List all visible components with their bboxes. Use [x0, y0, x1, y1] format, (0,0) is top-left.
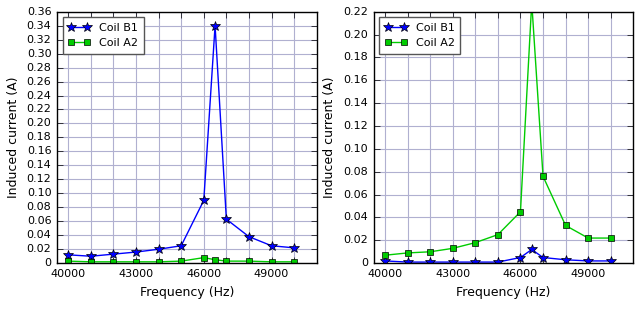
Coil A2 — [87, 260, 95, 264]
Coil B1 — [245, 235, 253, 239]
Coil A2 — [516, 210, 524, 214]
X-axis label: Frequency (Hz): Frequency (Hz) — [140, 286, 234, 299]
Coil B1 — [562, 258, 570, 262]
Coil B1 — [404, 260, 412, 264]
Coil A2 — [528, 1, 536, 4]
Coil A2 — [494, 233, 502, 237]
Coil B1 — [584, 259, 592, 263]
Coil B1 — [268, 244, 275, 248]
Coil A2 — [211, 258, 219, 262]
Coil A2 — [132, 260, 140, 264]
Coil A2 — [223, 259, 230, 263]
Coil A2 — [404, 251, 412, 255]
X-axis label: Frequency (Hz): Frequency (Hz) — [456, 286, 550, 299]
Line: Coil A2: Coil A2 — [382, 0, 614, 258]
Coil A2 — [539, 174, 547, 178]
Coil A2 — [200, 256, 207, 260]
Coil B1 — [516, 256, 524, 259]
Coil B1 — [132, 250, 140, 254]
Coil A2 — [426, 250, 434, 254]
Coil B1 — [155, 247, 163, 251]
Coil B1 — [607, 259, 614, 263]
Coil A2 — [177, 259, 185, 263]
Coil B1 — [291, 246, 298, 250]
Coil B1 — [87, 254, 95, 258]
Coil A2 — [109, 260, 117, 264]
Coil B1 — [211, 24, 219, 28]
Coil B1 — [449, 260, 456, 264]
Coil B1 — [528, 247, 536, 251]
Coil A2 — [65, 259, 72, 263]
Coil B1 — [177, 244, 185, 248]
Coil A2 — [268, 260, 275, 264]
Coil A2 — [381, 253, 389, 257]
Coil A2 — [472, 241, 479, 245]
Coil B1 — [200, 198, 207, 202]
Coil A2 — [584, 236, 592, 240]
Line: Coil A2: Coil A2 — [65, 255, 297, 265]
Coil A2 — [291, 260, 298, 264]
Coil B1 — [109, 252, 117, 256]
Coil B1 — [381, 259, 389, 263]
Line: Coil B1: Coil B1 — [380, 245, 616, 267]
Coil B1 — [472, 260, 479, 264]
Coil B1 — [539, 256, 547, 259]
Coil A2 — [155, 260, 163, 264]
Coil B1 — [426, 260, 434, 264]
Coil B1 — [65, 253, 72, 257]
Legend: Coil B1, Coil A2: Coil B1, Coil A2 — [380, 17, 461, 54]
Y-axis label: Induced current (A): Induced current (A) — [323, 77, 337, 198]
Coil A2 — [562, 223, 570, 227]
Coil A2 — [245, 259, 253, 263]
Y-axis label: Induced current (A): Induced current (A) — [6, 77, 20, 198]
Coil B1 — [223, 217, 230, 221]
Coil A2 — [607, 236, 614, 240]
Legend: Coil B1, Coil A2: Coil B1, Coil A2 — [63, 17, 144, 54]
Coil A2 — [449, 247, 456, 250]
Coil B1 — [494, 260, 502, 264]
Line: Coil B1: Coil B1 — [63, 21, 299, 261]
